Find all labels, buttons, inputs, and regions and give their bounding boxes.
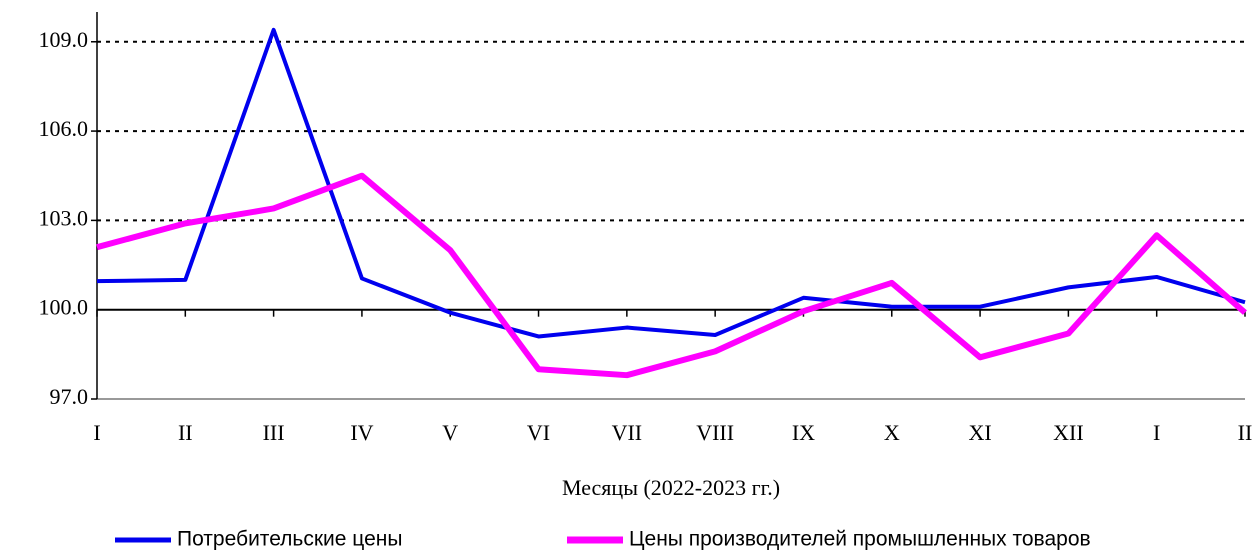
x-axis-label: Месяцы (2022-2023 гг.) bbox=[562, 475, 780, 500]
series-line bbox=[96, 172, 1247, 379]
y-tick-label: 109.0 bbox=[39, 27, 89, 52]
x-tick-label: VII bbox=[612, 420, 643, 445]
y-tick-label: 100.0 bbox=[39, 295, 89, 320]
y-tick-label: 97.0 bbox=[50, 384, 89, 409]
x-tick-label: IV bbox=[350, 420, 373, 445]
legend-label: Потребительские цены bbox=[177, 528, 402, 551]
y-tick-label: 106.0 bbox=[39, 116, 89, 141]
x-tick-label: XI bbox=[968, 420, 991, 445]
x-tick-label: I bbox=[1153, 420, 1160, 445]
series-line bbox=[96, 27, 1246, 339]
x-tick-label: VI bbox=[527, 420, 550, 445]
x-tick-label: III bbox=[263, 420, 285, 445]
x-tick-label: IX bbox=[792, 420, 815, 445]
x-tick-label: V bbox=[442, 420, 458, 445]
x-tick-label: X bbox=[884, 420, 900, 445]
x-tick-label: VIII bbox=[696, 420, 734, 445]
x-tick-label: II bbox=[1238, 420, 1253, 445]
x-tick-label: XII bbox=[1053, 420, 1084, 445]
y-tick-label: 103.0 bbox=[39, 205, 89, 230]
legend-label: Цены производителей промышленных товаров bbox=[629, 528, 1091, 551]
x-tick-label: II bbox=[178, 420, 193, 445]
x-tick-label: I bbox=[93, 420, 100, 445]
